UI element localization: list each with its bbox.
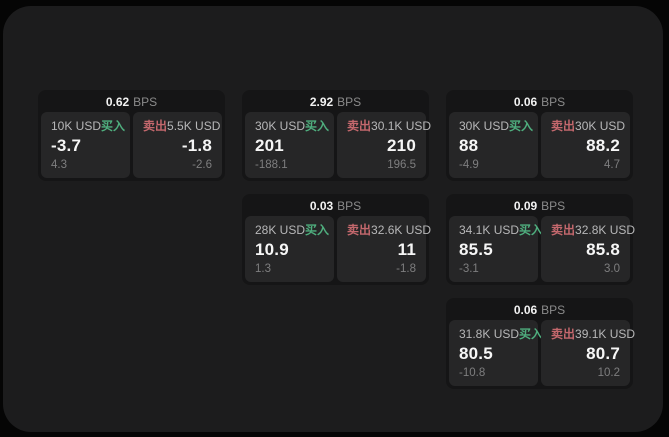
buy-sub-value: -4.9: [459, 159, 479, 171]
sell-price: -1.8: [181, 136, 212, 155]
spread-value: 0.06: [513, 303, 538, 317]
sell-quote-tile[interactable]: 卖出 32.6K USD 11 -1.8: [337, 216, 431, 282]
sell-size: 30.1K USD: [371, 119, 432, 133]
main-panel: 0.62 BPS 10K USD 买入 -3.7 4.3 卖出: [3, 6, 663, 432]
spread-value: 0.62: [105, 95, 130, 109]
sell-size: 30K USD: [575, 119, 626, 133]
buy-price: 85.5: [459, 240, 493, 259]
quote-card-body: 31.8K USD 买入 80.5 -10.8 卖出 39.1K USD 80.…: [449, 320, 635, 386]
sell-quote-tile[interactable]: 卖出 30.1K USD 210 196.5: [337, 112, 431, 178]
buy-sub-value: -188.1: [255, 159, 288, 171]
quote-card-body: 28K USD 买入 10.9 1.3 卖出 32.6K USD 11 -1.8: [245, 216, 431, 282]
quote-card-body: 30K USD 买入 201 -188.1 卖出 30.1K USD 210 1…: [245, 112, 431, 178]
sell-price: 88.2: [586, 136, 620, 155]
buy-size: 30K USD: [255, 119, 306, 133]
spread-unit-label: BPS: [337, 199, 362, 213]
buy-price: 80.5: [459, 344, 493, 363]
quote-card-grid: 0.62 BPS 10K USD 买入 -3.7 4.3 卖出: [38, 90, 635, 389]
buy-side-label: 买入: [305, 223, 330, 237]
spread-header: 0.62 BPS: [41, 93, 222, 112]
sell-quote-tile[interactable]: 卖出 32.8K USD 85.8 3.0: [541, 216, 635, 282]
buy-size: 10K USD: [51, 119, 102, 133]
sell-quote-tile[interactable]: 卖出 5.5K USD -1.8 -2.6: [133, 112, 222, 178]
sell-sub-value: 4.7: [604, 159, 620, 171]
spread-value: 0.09: [513, 199, 538, 213]
sell-size: 5.5K USD: [167, 119, 221, 133]
spread-header: 0.06 BPS: [449, 93, 630, 112]
buy-side-label: 买入: [101, 119, 126, 133]
buy-price: -3.7: [51, 136, 82, 155]
spread-header: 0.09 BPS: [449, 197, 630, 216]
sell-sub-value: 10.2: [597, 367, 620, 379]
buy-price: 201: [255, 136, 284, 155]
quote-card: 0.09 BPS 34.1K USD 买入 85.5 -3.1 卖出: [446, 194, 635, 285]
quote-card-body: 34.1K USD 买入 85.5 -3.1 卖出 32.8K USD 85.8…: [449, 216, 635, 282]
sell-size: 32.6K USD: [371, 223, 432, 237]
sell-size: 32.8K USD: [575, 223, 636, 237]
sell-side-label: 卖出: [347, 119, 372, 133]
quote-card: 0.62 BPS 10K USD 买入 -3.7 4.3 卖出: [38, 90, 225, 181]
sell-side-label: 卖出: [551, 223, 576, 237]
quote-card: 2.92 BPS 30K USD 买入 201 -188.1 卖出: [242, 90, 431, 181]
buy-price: 10.9: [255, 240, 289, 259]
buy-side-label: 买入: [305, 119, 330, 133]
buy-size: 31.8K USD: [459, 327, 520, 341]
sell-quote-tile[interactable]: 卖出 39.1K USD 80.7 10.2: [541, 320, 635, 386]
spread-value: 2.92: [309, 95, 334, 109]
quote-card-body: 30K USD 买入 88 -4.9 卖出 30K USD 88.2 4.7: [449, 112, 630, 178]
buy-sub-value: 1.3: [255, 263, 271, 275]
buy-price: 88: [459, 136, 479, 155]
buy-sub-value: -3.1: [459, 263, 479, 275]
sell-price: 80.7: [586, 344, 620, 363]
quote-card-body: 10K USD 买入 -3.7 4.3 卖出 5.5K USD -1.8 -2.…: [41, 112, 222, 178]
buy-quote-tile[interactable]: 28K USD 买入 10.9 1.3: [245, 216, 334, 282]
quote-card: 0.06 BPS 30K USD 买入 88 -4.9 卖出: [446, 90, 633, 181]
sell-price: 85.8: [586, 240, 620, 259]
spread-value: 0.06: [513, 95, 538, 109]
buy-size: 28K USD: [255, 223, 306, 237]
spread-unit-label: BPS: [133, 95, 158, 109]
buy-side-label: 买入: [509, 119, 534, 133]
sell-side-label: 卖出: [143, 119, 168, 133]
spread-header: 0.03 BPS: [245, 197, 426, 216]
spread-value: 0.03: [309, 199, 334, 213]
buy-quote-tile[interactable]: 30K USD 买入 88 -4.9: [449, 112, 538, 178]
spread-header: 2.92 BPS: [245, 93, 426, 112]
sell-price: 210: [387, 136, 416, 155]
sell-quote-tile[interactable]: 卖出 30K USD 88.2 4.7: [541, 112, 630, 178]
buy-quote-tile[interactable]: 30K USD 买入 201 -188.1: [245, 112, 334, 178]
sell-size: 39.1K USD: [575, 327, 636, 341]
buy-sub-value: -10.8: [459, 367, 486, 379]
sell-sub-value: -2.6: [192, 159, 212, 171]
sell-price: 11: [397, 240, 416, 259]
sell-sub-value: -1.8: [396, 263, 416, 275]
buy-quote-tile[interactable]: 10K USD 买入 -3.7 4.3: [41, 112, 130, 178]
sell-side-label: 卖出: [551, 119, 576, 133]
buy-sub-value: 4.3: [51, 159, 67, 171]
spread-unit-label: BPS: [337, 95, 362, 109]
buy-side-label: 买入: [519, 223, 544, 237]
buy-quote-tile[interactable]: 31.8K USD 买入 80.5 -10.8: [449, 320, 543, 386]
sell-side-label: 卖出: [551, 327, 576, 341]
buy-quote-tile[interactable]: 34.1K USD 买入 85.5 -3.1: [449, 216, 543, 282]
buy-side-label: 买入: [519, 327, 544, 341]
spread-header: 0.06 BPS: [449, 301, 630, 320]
buy-size: 34.1K USD: [459, 223, 520, 237]
quote-card: 0.06 BPS 31.8K USD 买入 80.5 -10.8 卖: [446, 298, 635, 389]
quote-card: 0.03 BPS 28K USD 买入 10.9 1.3 卖出: [242, 194, 431, 285]
spread-unit-label: BPS: [541, 199, 566, 213]
sell-side-label: 卖出: [347, 223, 372, 237]
buy-size: 30K USD: [459, 119, 510, 133]
spread-unit-label: BPS: [541, 303, 566, 317]
sell-sub-value: 196.5: [387, 159, 416, 171]
spread-unit-label: BPS: [541, 95, 566, 109]
sell-sub-value: 3.0: [604, 263, 620, 275]
